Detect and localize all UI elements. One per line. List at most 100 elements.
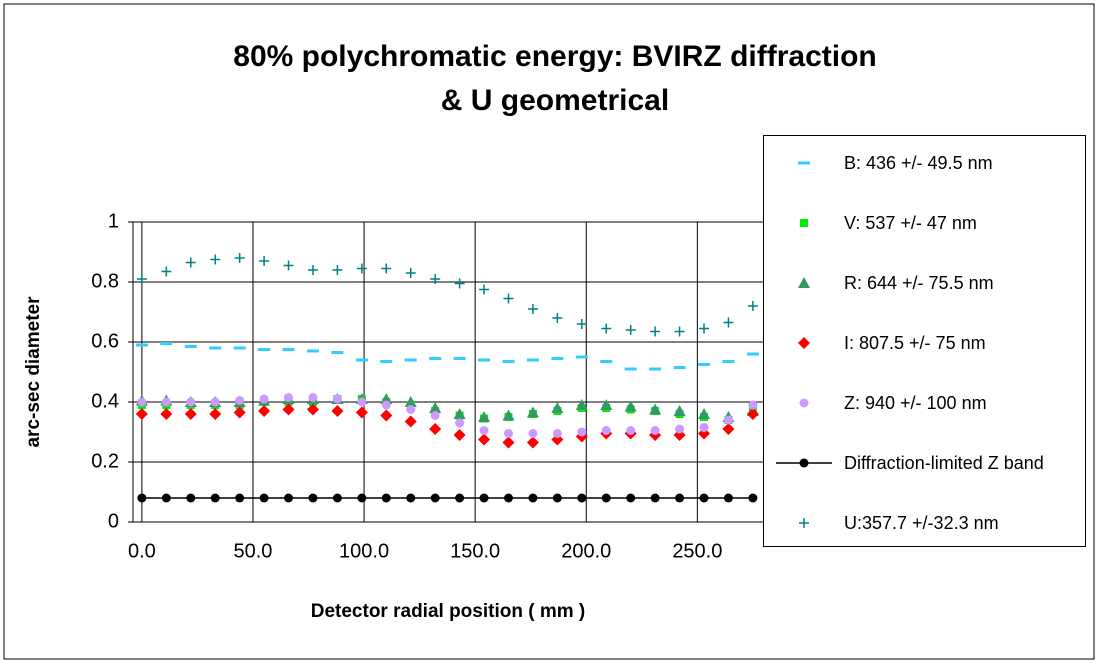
y-tick-label: 0.2 xyxy=(91,450,119,472)
x-tick-label: 150.0 xyxy=(450,540,500,562)
marker xyxy=(453,429,466,441)
marker xyxy=(503,429,513,438)
marker xyxy=(527,304,538,314)
marker xyxy=(699,323,710,334)
marker xyxy=(675,493,685,503)
marker xyxy=(723,317,734,328)
marker xyxy=(650,493,660,503)
legend-key xyxy=(798,161,810,165)
legend-label: V: 537 +/- 47 nm xyxy=(844,213,977,233)
marker xyxy=(136,274,147,284)
y-tick-label: 0 xyxy=(108,510,119,532)
marker xyxy=(209,408,222,420)
x-tick-label: 50.0 xyxy=(234,540,273,562)
marker xyxy=(381,400,391,410)
marker xyxy=(357,493,367,503)
legend-label: Diffraction-limited Z band xyxy=(844,453,1044,473)
y-axis-label: arc-sec diameter xyxy=(23,296,44,448)
marker xyxy=(723,493,733,503)
marker xyxy=(526,406,539,418)
marker xyxy=(283,260,294,271)
marker xyxy=(234,253,245,263)
marker xyxy=(723,415,733,425)
marker xyxy=(308,493,318,503)
marker xyxy=(551,402,564,413)
legend-key xyxy=(798,337,810,349)
marker xyxy=(799,398,809,408)
marker xyxy=(380,393,393,404)
marker xyxy=(210,397,220,407)
marker xyxy=(453,408,466,419)
x-tick-label: 0.0 xyxy=(128,540,156,562)
marker xyxy=(259,256,270,266)
marker xyxy=(235,493,245,503)
legend-label: B: 436 +/- 49.5 nm xyxy=(844,153,993,173)
y-tick-label: 1 xyxy=(108,210,119,232)
marker xyxy=(355,406,368,419)
marker xyxy=(381,263,392,274)
marker xyxy=(307,265,318,275)
marker xyxy=(528,493,538,503)
marker xyxy=(331,405,344,417)
marker xyxy=(406,493,416,503)
marker xyxy=(722,423,735,435)
marker xyxy=(455,493,465,503)
legend-label: I: 807.5 +/- 75 nm xyxy=(844,333,986,353)
marker xyxy=(455,418,465,428)
marker xyxy=(478,433,491,446)
marker xyxy=(332,394,342,404)
legend: B: 436 +/- 49.5 nm V: 537 +/- 47 nm R: 644… xyxy=(763,135,1086,547)
chart-title: 80% polychromatic energy: BVIRZ diffract… xyxy=(233,40,876,73)
marker xyxy=(284,393,294,402)
marker xyxy=(577,493,587,503)
marker xyxy=(282,403,295,416)
marker xyxy=(675,424,685,434)
marker xyxy=(137,397,147,407)
marker xyxy=(356,263,367,274)
marker xyxy=(528,429,538,438)
marker xyxy=(478,411,491,422)
marker xyxy=(625,325,636,335)
marker xyxy=(799,518,809,528)
marker xyxy=(258,405,271,417)
legend-key xyxy=(799,398,809,408)
marker xyxy=(747,301,758,311)
marker xyxy=(479,284,490,295)
legend-key xyxy=(800,219,808,227)
marker xyxy=(624,400,637,412)
marker xyxy=(503,493,513,503)
y-tick-label: 0.4 xyxy=(91,390,119,412)
legend-label: U:357.7 +/-32.3 nm xyxy=(844,513,999,533)
marker xyxy=(800,219,808,227)
marker xyxy=(381,493,391,503)
marker xyxy=(405,268,416,278)
marker xyxy=(576,319,587,329)
marker xyxy=(699,493,709,503)
marker xyxy=(161,266,172,277)
marker xyxy=(210,493,220,503)
legend-key xyxy=(798,277,810,288)
marker xyxy=(284,493,294,503)
marker xyxy=(626,493,636,503)
marker xyxy=(748,493,758,503)
marker xyxy=(649,403,662,415)
marker xyxy=(429,423,442,435)
marker xyxy=(380,409,393,422)
marker xyxy=(577,427,587,437)
marker xyxy=(503,293,514,304)
legend-label: R: 644 +/- 75.5 nm xyxy=(844,273,994,293)
marker xyxy=(552,493,562,503)
marker xyxy=(430,411,440,420)
marker xyxy=(160,408,173,420)
marker xyxy=(161,397,171,407)
marker xyxy=(746,408,759,420)
marker xyxy=(161,493,171,503)
x-tick-label: 250.0 xyxy=(672,540,722,562)
marker xyxy=(699,423,709,432)
x-axis-label: Detector radial position ( mm ) xyxy=(311,601,585,622)
marker xyxy=(600,399,613,410)
marker xyxy=(601,323,612,334)
marker xyxy=(626,426,636,435)
legend-key xyxy=(776,458,832,468)
